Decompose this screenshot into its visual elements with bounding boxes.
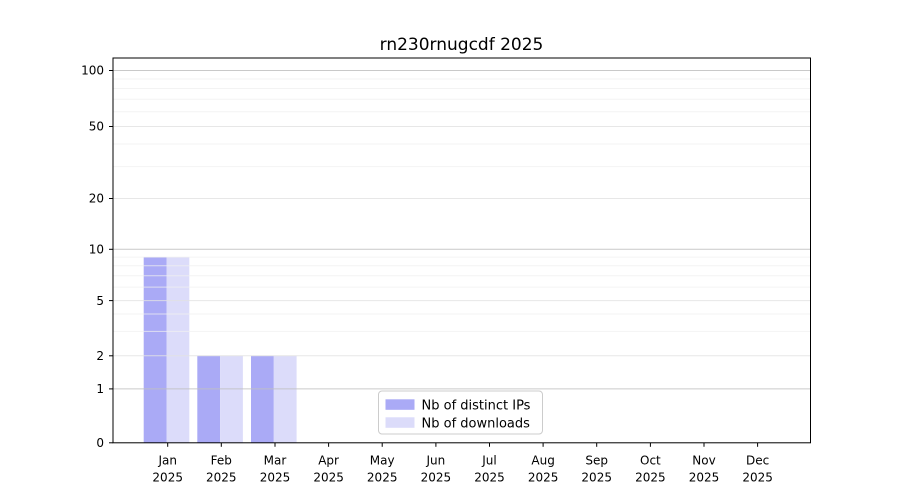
x-tick-label-month: Mar <box>264 454 287 468</box>
x-tick-label-year: 2025 <box>635 471 666 485</box>
legend-box <box>378 390 543 435</box>
bar-downloads <box>273 355 297 443</box>
plot-frame <box>112 57 811 444</box>
x-tick-label-month: Dec <box>746 454 769 468</box>
x-tick-label-year: 2025 <box>152 471 183 485</box>
x-tick-label-month: Feb <box>211 454 232 468</box>
chart-title: rn230rnugcdf 2025 <box>379 35 544 55</box>
legend-label-downloads: Nb of downloads <box>422 417 531 432</box>
x-tick-label-month: Nov <box>692 454 715 468</box>
x-tick-label-year: 2025 <box>367 471 398 485</box>
x-tick-label-year: 2025 <box>421 471 452 485</box>
x-tick-label-year: 2025 <box>528 471 559 485</box>
x-tick-label-month: Aug <box>531 454 554 468</box>
x-tick-label-year: 2025 <box>313 471 344 485</box>
y-tick-label: 100 <box>81 64 104 78</box>
x-tick-label-year: 2025 <box>742 471 773 485</box>
y-tick-label: 2 <box>96 349 104 363</box>
bar-distinct-ips <box>251 355 274 443</box>
y-tick-label: 5 <box>96 294 104 308</box>
legend-label-distinct-ips: Nb of distinct IPs <box>422 399 531 414</box>
x-tick-label-year: 2025 <box>581 471 612 485</box>
bar-distinct-ips <box>143 257 167 443</box>
legend-swatch-downloads <box>385 417 415 428</box>
y-tick-label: 20 <box>89 192 104 206</box>
x-tick-label-month: Oct <box>640 454 661 468</box>
x-tick-label-year: 2025 <box>689 471 720 485</box>
x-tick-label-year: 2025 <box>206 471 237 485</box>
y-tick-label: 10 <box>89 243 104 257</box>
x-tick-label-year: 2025 <box>474 471 505 485</box>
x-tick-label-month: Sep <box>585 454 608 468</box>
x-tick-label-month: Jun <box>426 454 446 468</box>
x-tick-label-month: Jul <box>481 454 496 468</box>
x-tick-label-month: Apr <box>318 454 339 468</box>
legend-swatch-distinct-ips <box>385 399 415 410</box>
x-tick-label-month: Jan <box>157 454 177 468</box>
y-tick-label: 50 <box>89 120 104 134</box>
x-tick-label-month: May <box>370 454 395 468</box>
bar-downloads <box>166 257 190 443</box>
y-tick-label: 1 <box>96 382 104 396</box>
bar-distinct-ips <box>197 355 221 443</box>
bar-downloads <box>220 355 243 443</box>
x-tick-label-year: 2025 <box>260 471 291 485</box>
y-tick-label: 0 <box>96 436 104 450</box>
